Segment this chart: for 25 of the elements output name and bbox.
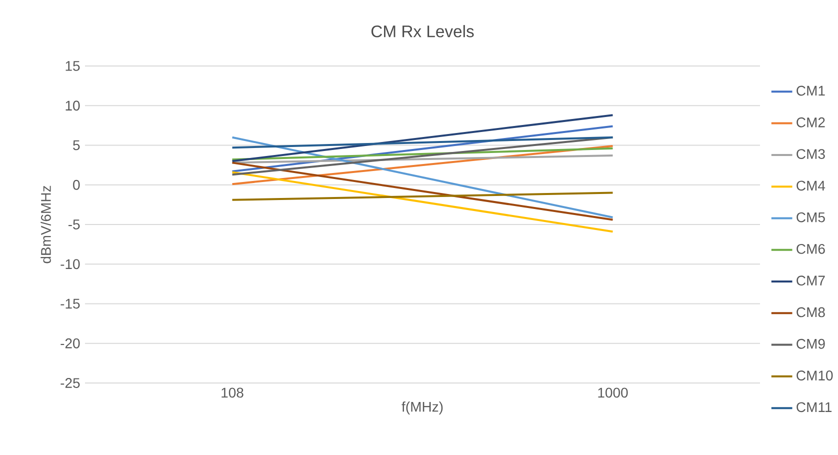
legend-label: CM4	[796, 180, 826, 191]
y-tick-label: 0	[73, 180, 80, 190]
y-tick-label: 5	[73, 140, 80, 150]
x-tick-label: 1000	[598, 388, 628, 398]
legend-label: CM3	[796, 149, 825, 159]
y-tick-label: -20	[60, 338, 80, 348]
legend-label: CM5	[796, 212, 825, 222]
legend-label: CM2	[796, 117, 825, 128]
chart-title: CM Rx Levels	[371, 25, 474, 38]
legend-label: CM6	[796, 244, 825, 254]
x-axis-title: f(MHz)	[402, 401, 443, 414]
y-axis-title: dBmV/6MHz	[40, 186, 51, 264]
legend-label: CM8	[796, 307, 825, 318]
y-tick-label: -15	[60, 298, 80, 309]
legend-label: CM11	[796, 402, 832, 412]
y-tick-label: -25	[60, 378, 80, 388]
y-tick-label: -5	[68, 220, 80, 230]
legend-label: CM9	[796, 338, 825, 349]
legend-label: CM10	[796, 370, 833, 380]
y-tick-label: 10	[66, 100, 80, 111]
y-tick-label: -10	[60, 259, 80, 270]
legend-label: CM1	[796, 86, 825, 96]
x-tick-label: 108	[222, 388, 244, 398]
legend-label: CM7	[796, 276, 825, 286]
y-tick-label: 15	[66, 61, 80, 71]
